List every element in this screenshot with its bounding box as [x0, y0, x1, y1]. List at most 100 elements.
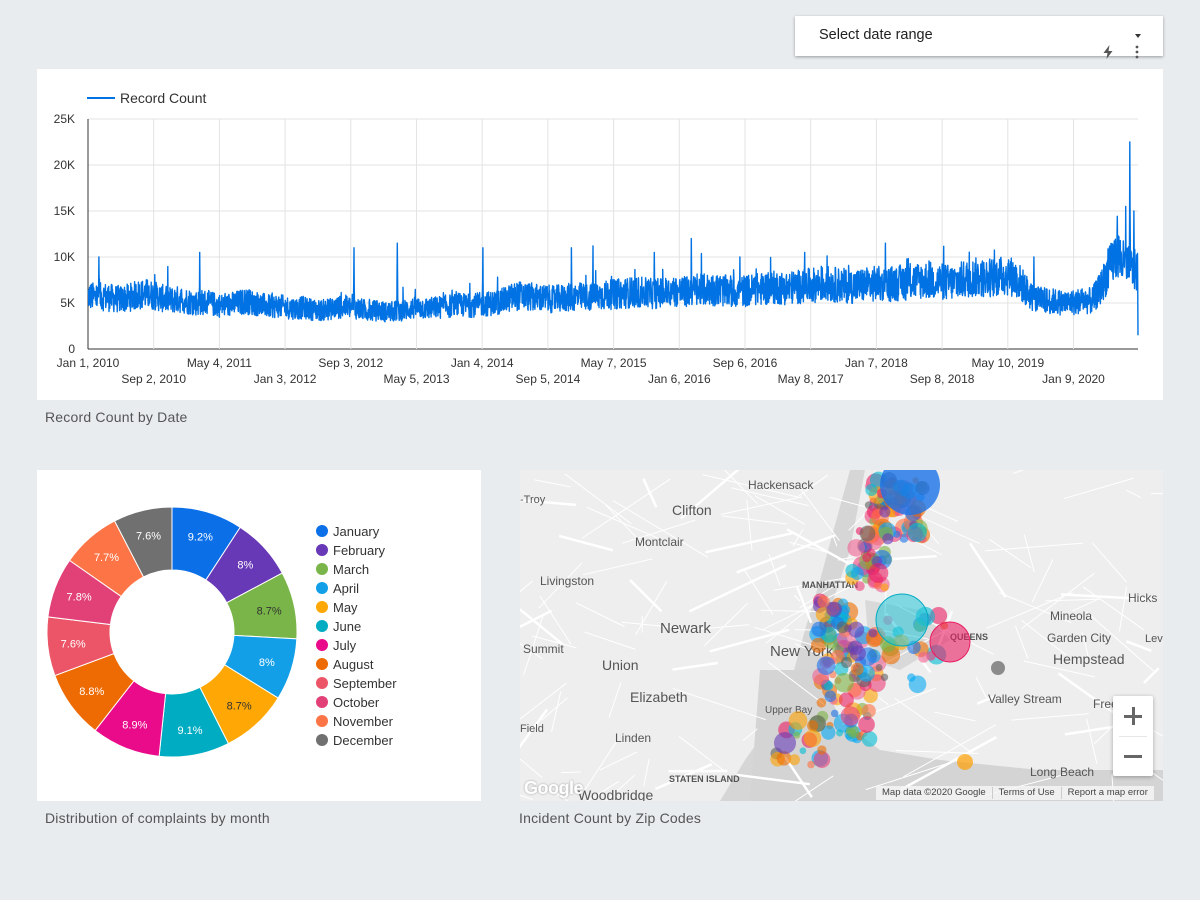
more-vert-icon[interactable] [1134, 45, 1140, 59]
map-road [783, 756, 813, 798]
map-road [984, 542, 1084, 552]
incident-bubble [807, 760, 815, 769]
minus-icon [1124, 755, 1142, 758]
donut-slice-label: 8% [259, 657, 275, 669]
map-road [754, 495, 806, 525]
y-tick-label: 15K [54, 204, 75, 218]
legend-item-november: November [333, 714, 394, 729]
donut-slice-label: 8.7% [227, 700, 252, 712]
place-label: Garden City [1047, 631, 1111, 645]
map-road [709, 628, 790, 653]
map-road [1011, 713, 1089, 721]
map-road [1142, 667, 1160, 684]
map-road [520, 682, 567, 720]
incident-bubble [811, 621, 827, 637]
map-road [586, 781, 620, 801]
chevron-down-icon[interactable] [1135, 34, 1141, 38]
place-label: Field [520, 723, 544, 735]
map-road [1085, 611, 1155, 672]
donut-chart-caption: Distribution of complaints by month [45, 810, 270, 826]
place-label: Linden [615, 731, 651, 745]
place-label: Long Beach [1030, 765, 1094, 779]
map-road [765, 599, 820, 644]
map-road [736, 773, 810, 786]
legend-item-june: June [333, 619, 361, 634]
map-road [1125, 640, 1152, 652]
map-road [539, 596, 572, 645]
incident-bubble [813, 751, 831, 768]
incident-bubble [863, 688, 878, 703]
incident-bubble [836, 729, 844, 737]
incident-bubble [850, 567, 864, 581]
map-road [584, 631, 636, 650]
place-label: -Troy [520, 494, 546, 506]
map-road [551, 691, 562, 733]
incident-bubble [957, 754, 973, 770]
map-road [794, 775, 834, 801]
map-road [1023, 534, 1035, 573]
lightning-icon[interactable] [1102, 45, 1114, 59]
incident-bubble [880, 673, 889, 681]
line-chart-caption: Record Count by Date [45, 409, 188, 425]
donut-chart-panel: 9.2% 8% 8.7% 8% 8.7% 9.1% 8.9% 8.8% 7.6% 7.8% 7.7%… [37, 470, 481, 801]
map-road [1020, 572, 1095, 630]
map-road [746, 499, 753, 551]
place-label: Hicks [1128, 591, 1157, 605]
place-label: Hempstead [1053, 651, 1125, 667]
legend-dot [316, 677, 328, 689]
donut-slice-label: 9.1% [177, 725, 202, 737]
legend-item-april: April [333, 581, 359, 596]
incident-map[interactable]: Hackensack Clifton Montclair Livingston Newa… [520, 470, 1163, 801]
x-tick-label: Jan 4, 2014 [451, 356, 514, 370]
incident-bubble [776, 751, 792, 766]
map-road [934, 711, 976, 722]
x-tick-label: Jan 3, 2012 [254, 372, 317, 386]
y-tick-label: 10K [54, 250, 75, 264]
map-road [534, 479, 571, 488]
incident-bubble [816, 656, 836, 676]
map-road [1126, 489, 1142, 499]
x-tick-label: May 7, 2015 [581, 356, 647, 370]
donut-slice-december [113, 506, 173, 578]
map-road [520, 609, 553, 629]
map-road [789, 541, 829, 553]
map-road [975, 676, 987, 699]
map-road [582, 741, 617, 794]
incident-bubble [882, 533, 894, 545]
incident-bubble [838, 692, 854, 708]
map-road [575, 602, 625, 628]
x-tick-label: Jan 1, 2010 [57, 356, 120, 370]
terms-of-use-link[interactable]: Terms of Use [993, 787, 1062, 799]
map-road [736, 533, 836, 574]
incident-bubble [834, 672, 854, 693]
place-label: Newark [660, 620, 711, 637]
place-label: Mineola [1050, 609, 1092, 623]
donut-slice-label: 7.6% [136, 530, 161, 542]
zoom-in-button[interactable] [1113, 696, 1153, 736]
place-label: STATEN ISLAND [669, 774, 740, 784]
map-road [976, 695, 996, 705]
incident-bubble [875, 593, 929, 647]
map-road [622, 519, 696, 544]
map-road [705, 532, 793, 554]
incident-bubble [817, 745, 827, 755]
legend-dot [316, 582, 328, 594]
legend-item-december: December [333, 733, 394, 748]
incident-bubble [991, 661, 1005, 675]
incident-bubble [817, 595, 830, 608]
zoom-out-button[interactable] [1113, 736, 1153, 776]
date-range-selector[interactable]: Select date range [795, 16, 1163, 59]
donut-chart: 9.2% 8% 8.7% 8% 8.7% 9.1% 8.9% 8.8% 7.6% 7.8% 7.7%… [46, 506, 397, 758]
map-road [621, 621, 695, 630]
place-label: Free [1093, 697, 1118, 711]
incident-bubble [908, 675, 927, 694]
incident-bubble [873, 581, 882, 590]
legend-item-september: September [333, 676, 397, 691]
incident-bubble [821, 725, 836, 740]
place-label: Clifton [672, 502, 712, 518]
map-panel[interactable]: Hackensack Clifton Montclair Livingston Newa… [520, 470, 1163, 801]
line-chart-panel: 0 5K 10K 15K 20K 25K Jan 1, 2010 Sep 2, 2010 May… [37, 69, 1163, 400]
legend-dot [316, 563, 328, 575]
map-road [1081, 632, 1089, 657]
report-map-error-link[interactable]: Report a map error [1067, 787, 1148, 798]
